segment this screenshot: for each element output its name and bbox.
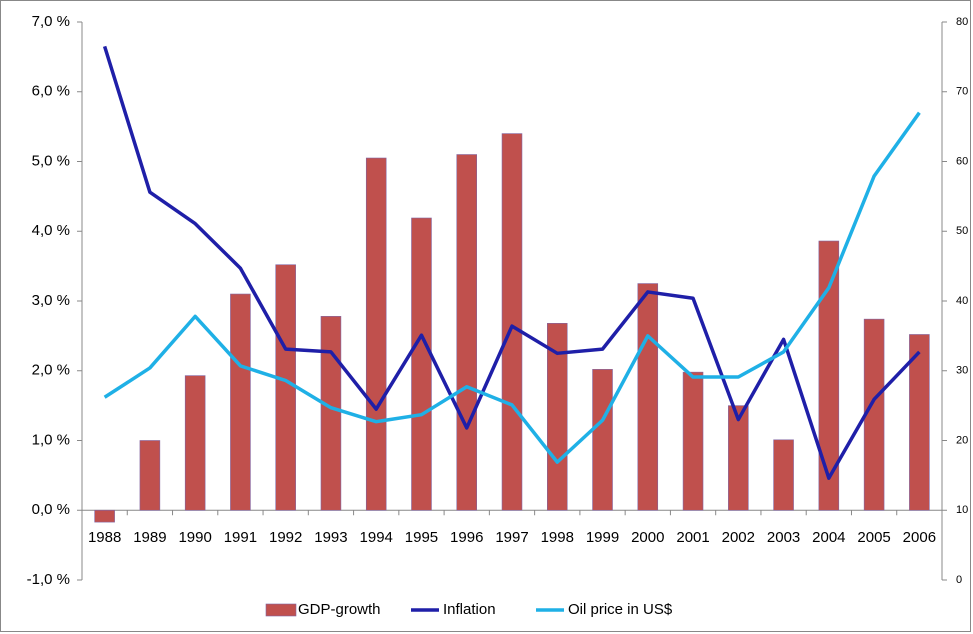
x-tick-label: 1996 [450,529,483,546]
legend-label: GDP-growth [298,601,381,618]
x-tick-label: 2005 [857,529,890,546]
y2-tick-label: 10 [956,504,968,516]
x-tick-label: 1998 [541,529,574,546]
bar [320,316,342,511]
x-tick-label: 1993 [314,529,347,546]
x-tick-label: 1994 [360,529,393,546]
bar [184,375,206,511]
bar [365,157,387,511]
x-tick-label: 1999 [586,529,619,546]
bar [94,509,115,523]
line-series [103,111,921,464]
x-tick-label: 1988 [88,529,121,546]
legend-label: Oil price in US$ [568,601,673,618]
bar [275,264,296,511]
y2-tick-label: 60 [956,155,968,167]
legend-swatch [265,603,297,617]
y-tick-label: 6,0 % [32,83,70,100]
x-tick-label: 2004 [812,529,845,546]
y2-tick-label: 80 [956,16,968,28]
y-tick-label: 4,0 % [32,222,70,239]
y-tick-label: 7,0 % [32,13,70,30]
bar [909,334,930,511]
bar [411,217,432,511]
y-tick-label: 0,0 % [32,501,70,518]
y-tick-label: 5,0 % [32,152,70,169]
legend-label: Inflation [443,601,496,618]
x-tick-label: 2000 [631,529,664,546]
x-tick-label: 2003 [767,529,800,546]
bar [773,439,794,511]
y2-tick-label: 40 [956,295,968,307]
bar [230,293,251,511]
y2-tick-label: 0 [956,574,962,586]
bar [818,240,840,511]
y-tick-label: 3,0 % [32,292,70,309]
x-tick-label: 2002 [722,529,755,546]
bar [456,154,477,511]
y2-tick-label: 50 [956,225,968,237]
bar [592,369,613,511]
y-tick-label: 1,0 % [32,431,70,448]
y-tick-label: 2,0 % [32,362,70,379]
y2-tick-label: 30 [956,365,968,377]
x-tick-label: 1995 [405,529,438,546]
x-tick-label: 1989 [133,529,166,546]
x-tick-label: 2001 [676,529,709,546]
y2-tick-label: 20 [956,434,968,446]
y-tick-label: -1,0 % [27,571,70,588]
line-series [102,45,921,480]
x-tick-label: 2006 [903,529,936,546]
bar [139,440,161,511]
x-tick-label: 1992 [269,529,302,546]
bar [728,405,749,511]
bar [682,371,704,511]
x-tick-label: 1990 [178,529,211,546]
bar [547,323,568,511]
y2-tick-label: 70 [956,86,968,98]
bar [637,283,659,511]
x-tick-label: 1991 [224,529,257,546]
bar [501,133,523,511]
x-tick-label: 1997 [495,529,528,546]
